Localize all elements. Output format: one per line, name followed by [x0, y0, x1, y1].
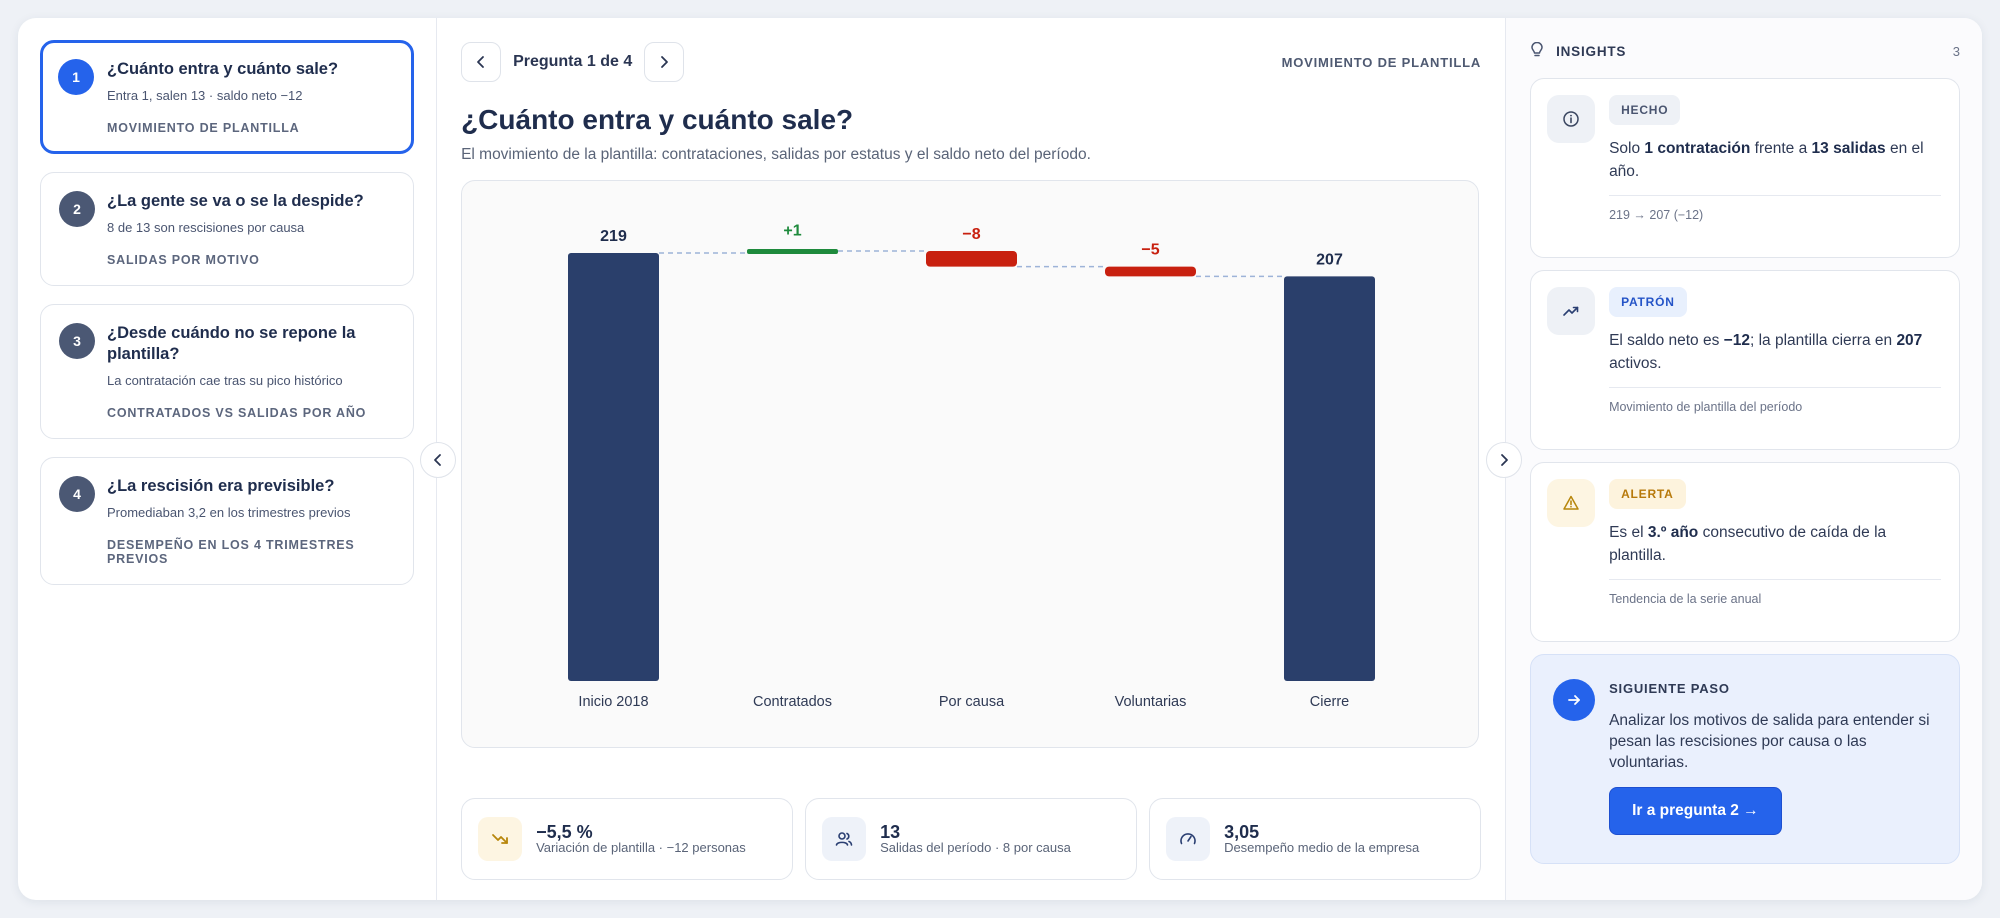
- warning-icon: [1547, 479, 1596, 527]
- insight-card-alert: ALERTA Es el 3.º año consecutivo de caíd…: [1530, 462, 1960, 642]
- page-title: ¿Cuánto entra y cuánto sale?: [461, 104, 854, 135]
- kpi-card-headcount-change: −5,5 % Variación de plantilla · −12 pers…: [461, 798, 794, 880]
- waterfall-chart: 219 Inicio 2018 +1 Contratados −8 Por causa −5…: [461, 180, 1480, 748]
- bar-3: [1105, 266, 1197, 277]
- bar-0: [568, 252, 660, 682]
- kpi-value: −5,5 %: [536, 822, 593, 842]
- kpi-value: 13: [880, 822, 901, 842]
- insights-header: INSIGHTS 3: [1530, 40, 1960, 62]
- app-window: 1 ¿Cuánto entra y cuánto sale? Entra 1, …: [18, 18, 1982, 900]
- question-title: ¿Cuánto entra y cuánto sale?: [107, 60, 339, 78]
- insight-source: Movimiento de plantilla del período: [1609, 387, 1941, 414]
- question-card-1[interactable]: 1 ¿Cuánto entra y cuánto sale? Entra 1, …: [40, 40, 415, 154]
- next-step-card: SIGUIENTE PASO Analizar los motivos de s…: [1530, 654, 1960, 864]
- insight-card-pattern: PATRÓN El saldo neto es −12; la plantill…: [1530, 270, 1960, 450]
- next-question-button[interactable]: [644, 42, 685, 82]
- data-label: −5: [1141, 242, 1159, 259]
- bar-1: [747, 249, 839, 254]
- kpi-label: Variación de plantilla · −12 personas: [536, 840, 746, 855]
- category-label: Cierre: [1310, 694, 1349, 710]
- chevron-right-icon: [661, 56, 669, 68]
- gauge-icon: [1166, 817, 1211, 861]
- arrow-right-icon: [1553, 679, 1596, 721]
- question-tag: SALIDAS POR MOTIVO: [107, 253, 260, 267]
- main-panel: Pregunta 1 de 4 MOVIMIENTO DE PLANTILLA …: [437, 18, 1505, 900]
- insights-title: INSIGHTS: [1556, 43, 1627, 59]
- chevron-right-icon: [1501, 454, 1508, 466]
- chevron-left-icon: [434, 454, 441, 466]
- insight-source: 219 → 207 (−12): [1609, 195, 1941, 222]
- next-step-text: Analizar los motivos de salida para ente…: [1609, 712, 1930, 771]
- step-indicator: Pregunta 1 de 4: [513, 53, 633, 70]
- question-tag: DESEMPEÑO EN LOS 4 TRIMESTRES PREVIOS: [107, 538, 355, 566]
- question-card-2[interactable]: 2 ¿La gente se va o se la despide? 8 de …: [40, 172, 415, 286]
- info-icon: [1547, 95, 1596, 143]
- data-label: −8: [962, 226, 980, 243]
- category-label: Contratados: [753, 694, 832, 710]
- question-title: ¿La gente se va o se la despide?: [107, 192, 364, 210]
- insight-text: Solo 1 contratación frente a 13 salidas …: [1609, 140, 1924, 180]
- insight-badge: PATRÓN: [1609, 287, 1687, 317]
- data-label: 219: [600, 228, 627, 245]
- insight-text: El saldo neto es −12; la plantilla cierr…: [1609, 332, 1923, 372]
- question-number: 1: [58, 59, 94, 95]
- question-tag: MOVIMIENTO DE PLANTILLA: [107, 121, 300, 135]
- question-tag: CONTRATADOS VS SALIDAS POR AÑO: [107, 406, 367, 420]
- category-label: Por causa: [939, 694, 1005, 710]
- kpi-label: Salidas del período · 8 por causa: [880, 840, 1071, 855]
- kpi-row: −5,5 % Variación de plantilla · −12 pers…: [461, 798, 1482, 880]
- insight-badge: HECHO: [1609, 95, 1681, 125]
- question-card-3[interactable]: 3 ¿Desde cuándo no se repone la plantill…: [40, 304, 415, 439]
- go-to-question-2-button[interactable]: Ir a pregunta 2 →: [1609, 787, 1782, 835]
- question-navigation: Pregunta 1 de 4 MOVIMIENTO DE PLANTILLA: [461, 42, 1481, 82]
- page-subtitle: El movimiento de la plantilla: contratac…: [461, 146, 1091, 163]
- collapse-right-button[interactable]: [1486, 442, 1522, 478]
- insights-count: 3: [1952, 43, 1960, 59]
- question-summary: 8 de 13 son rescisiones por causa: [107, 220, 305, 235]
- question-title: ¿La rescisión era previsible?: [107, 477, 335, 495]
- category-label: Inicio 2018: [578, 694, 648, 710]
- chevron-left-icon: [477, 56, 484, 68]
- users-icon: [822, 817, 867, 861]
- section-label: MOVIMIENTO DE PLANTILLA: [1281, 54, 1482, 70]
- question-sidebar: 1 ¿Cuánto entra y cuánto sale? Entra 1, …: [18, 18, 438, 900]
- bar-2: [926, 251, 1018, 267]
- insight-card-fact: HECHO Solo 1 contratación frente a 13 sa…: [1530, 78, 1960, 258]
- kpi-label: Desempeño medio de la empresa: [1224, 840, 1420, 855]
- next-step-label: SIGUIENTE PASO: [1609, 681, 1730, 696]
- trend-down-icon: [478, 817, 523, 861]
- trend-up-icon: [1547, 287, 1596, 335]
- prev-question-button[interactable]: [461, 42, 502, 82]
- lightbulb-icon: [1530, 41, 1544, 61]
- kpi-card-exits: 13 Salidas del período · 8 por causa: [805, 798, 1138, 880]
- question-number: 2: [59, 191, 95, 227]
- insights-panel: INSIGHTS 3 HECHO Solo 1 contratación fre…: [1505, 18, 1982, 900]
- bar-4: [1284, 276, 1376, 681]
- data-label: 207: [1316, 251, 1343, 268]
- data-label: +1: [783, 222, 801, 239]
- insight-source: Tendencia de la serie anual: [1609, 579, 1941, 606]
- question-summary: La contratación cae tras su pico históri…: [107, 373, 343, 388]
- insight-badge: ALERTA: [1609, 479, 1686, 509]
- question-number: 3: [59, 323, 95, 359]
- chart-canvas: 219 Inicio 2018 +1 Contratados −8 Por causa −5…: [568, 222, 1376, 710]
- kpi-card-performance: 3,05 Desempeño medio de la empresa: [1149, 798, 1482, 880]
- question-number: 4: [59, 476, 95, 512]
- question-card-4[interactable]: 4 ¿La rescisión era previsible? Promedia…: [40, 457, 415, 585]
- insight-text: Es el 3.º año consecutivo de caída de la…: [1609, 524, 1887, 564]
- question-summary: Entra 1, salen 13 · saldo neto −12: [107, 88, 303, 103]
- collapse-left-button[interactable]: [420, 442, 456, 478]
- kpi-value: 3,05: [1224, 822, 1260, 842]
- question-summary: Promediaban 3,2 en los trimestres previo…: [107, 505, 351, 520]
- question-title: ¿Desde cuándo no se repone la plantilla?: [107, 324, 356, 363]
- category-label: Voluntarias: [1115, 694, 1187, 710]
